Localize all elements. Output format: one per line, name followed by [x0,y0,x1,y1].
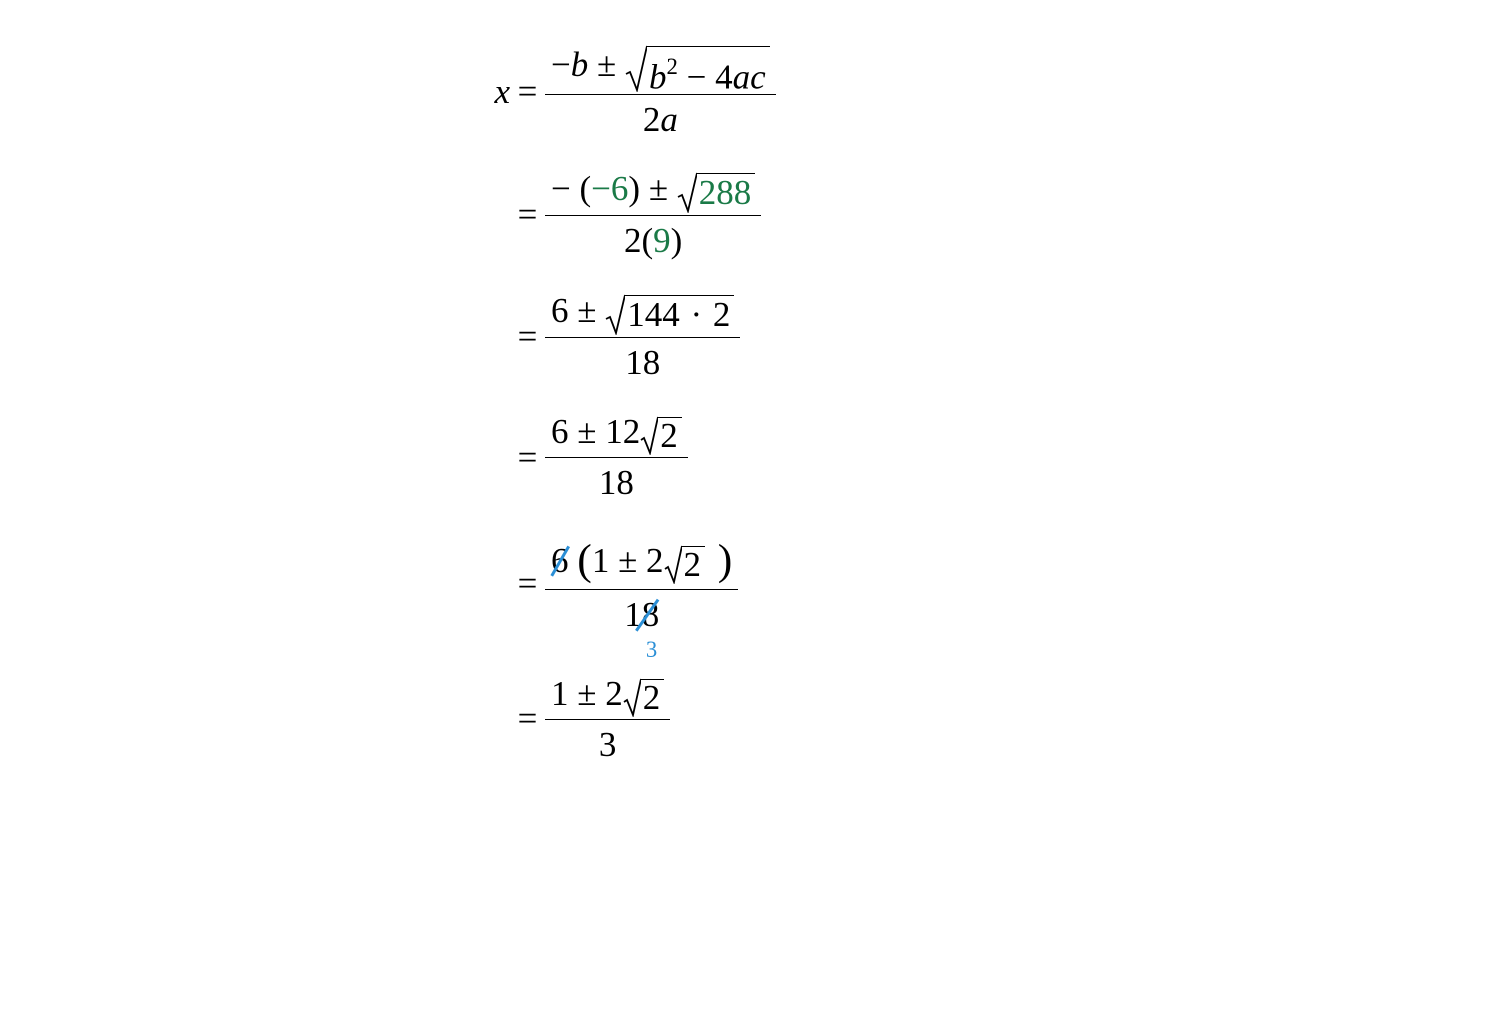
a-value: 9 [653,221,671,260]
den-2: 2 [643,100,661,139]
den-a: a [660,100,678,139]
cancel-6: 6 [551,538,569,584]
step-2: = − (−6) ± 288 2(9) [450,164,776,265]
sqrt2: 2 [658,417,682,454]
sqrt2: 2 [641,679,665,716]
sqrt-5: 2 [664,544,706,584]
plus-minus: ± [577,674,596,713]
quadratic-formula-derivation: x = −b ± b2 − 4ac 2a = [450,40,776,790]
big-rparen: ) [714,536,733,584]
minus-outer: − [551,169,571,208]
b-sq: b [649,58,667,97]
fraction-4: 6 ± 12 2 18 [545,407,688,507]
sqrt-1: b2 − 4ac [625,44,770,92]
equals-sign: = [510,72,545,112]
step-4: = 6 ± 12 2 18 [450,407,776,507]
discriminant-value: 288 [697,173,756,212]
one: 1 [592,541,610,580]
variable-x: x [494,72,510,111]
twelve: 12 [605,412,640,451]
sqrt-2: 288 [677,171,756,213]
den-18: 18 [593,458,640,508]
den-3: 3 [593,720,623,770]
two-coef: 2 [646,541,664,580]
den-lparen: ( [641,221,653,260]
plus-minus: ± [577,291,596,330]
big-lparen: ( [577,536,592,584]
fraction-6: 1 ± 2 2 3 [545,669,670,769]
fraction-5: 6 (1 ± 2 2 ) 18 3 [545,528,738,639]
plus-minus: ± [597,45,616,84]
den-18: 18 [619,338,666,388]
rparen: ) [628,169,640,208]
fraction-2: − (−6) ± 288 2(9) [545,164,761,265]
equals-sign: = [510,699,545,739]
den-2: 2 [624,221,642,260]
r144: 144 [627,295,680,334]
sqrt-3: 144 · 2 [605,293,734,335]
a-disc: a [733,58,751,97]
equals-sign: = [510,438,545,478]
cancel-18: 18 3 [624,592,659,638]
fraction-1: −b ± b2 − 4ac 2a [545,40,776,144]
two-coef: 2 [605,674,623,713]
plus-minus: ± [577,412,596,451]
one: 1 [551,674,569,713]
minus-disc: − [687,58,707,97]
six: 6 [551,412,569,451]
cancel-result-3: 3 [646,635,657,665]
four: 4 [715,58,733,97]
fraction-3: 6 ± 144 · 2 18 [545,286,740,387]
c-disc: c [750,58,766,97]
r2: 2 [713,295,731,334]
step-6: = 1 ± 2 2 3 [450,669,776,769]
plus-minus: ± [618,541,637,580]
six: 6 [551,291,569,330]
neg-b-value: −6 [591,169,628,208]
exp-2: 2 [666,54,677,79]
sqrt-6: 2 [623,677,665,717]
equals-sign: = [510,564,545,604]
plus-minus: ± [649,169,668,208]
den-rparen: ) [671,221,683,260]
equals-sign: = [510,195,545,235]
dot: · [688,295,704,334]
sqrt2: 2 [682,546,706,583]
step-1: x = −b ± b2 − 4ac 2a [450,40,776,144]
sqrt-4: 2 [640,415,682,455]
step-3: = 6 ± 144 · 2 18 [450,286,776,387]
lparen: ( [580,169,592,208]
minus: − [551,45,571,84]
b: b [571,45,589,84]
step-5: = 6 (1 ± 2 2 ) 18 3 [450,528,776,639]
equals-sign: = [510,317,545,357]
